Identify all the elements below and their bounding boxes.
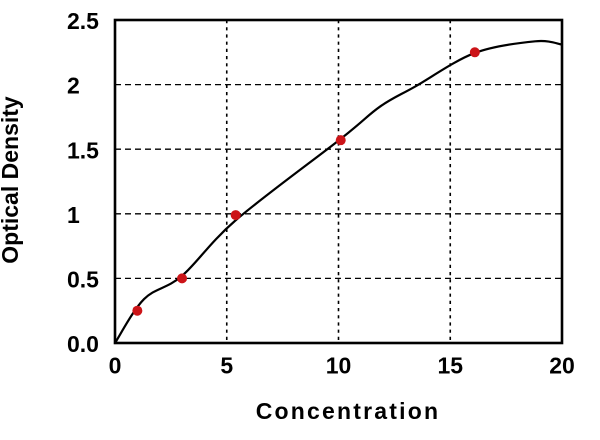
svg-text:0.5: 0.5 xyxy=(67,266,99,292)
svg-text:2.5: 2.5 xyxy=(67,8,99,34)
svg-text:15: 15 xyxy=(437,353,463,379)
svg-text:1: 1 xyxy=(67,202,80,228)
svg-text:0: 0 xyxy=(109,353,122,379)
svg-text:2: 2 xyxy=(67,73,80,99)
svg-text:1.5: 1.5 xyxy=(67,137,99,163)
svg-text:Concentration: Concentration xyxy=(256,398,441,424)
svg-text:Optical Density: Optical Density xyxy=(0,96,23,264)
svg-text:10: 10 xyxy=(326,353,352,379)
svg-text:20: 20 xyxy=(549,353,575,379)
svg-text:0.0: 0.0 xyxy=(67,331,99,357)
svg-text:5: 5 xyxy=(220,353,233,379)
